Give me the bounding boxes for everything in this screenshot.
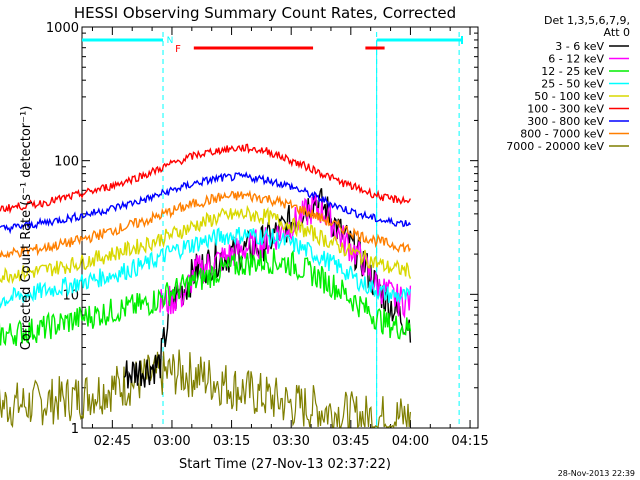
series-line-50-100 — [0, 204, 412, 285]
x-axis-label: Start Time (27-Nov-13 02:37:22) — [179, 457, 391, 472]
state-overlays: NF — [82, 32, 463, 428]
series-line-100-300 — [0, 143, 412, 215]
legend-detectors: Det 1,3,5,6,7,9, — [544, 14, 630, 27]
y-tick-label: 10 — [62, 288, 79, 303]
y-tick-label: 100 — [54, 155, 79, 170]
flare-label: F — [175, 44, 181, 55]
series-line-300-800 — [0, 171, 411, 235]
series-line-800-7000 — [0, 189, 412, 259]
legend-label: 300 - 800 keV — [527, 115, 604, 128]
legend-attenuator: Att 0 — [604, 26, 630, 39]
legend-label: 6 - 12 keV — [548, 53, 604, 66]
chart-title: HESSI Observing Summary Count Rates, Cor… — [74, 4, 456, 22]
x-tick-label: 02:45 — [94, 434, 131, 449]
y-tick-label: 1 — [71, 422, 79, 437]
x-tick-label: 03:45 — [332, 434, 369, 449]
x-tick-label: 03:15 — [213, 434, 250, 449]
legend-label: 50 - 100 keV — [534, 90, 604, 103]
legend-label: 12 - 25 keV — [541, 65, 604, 78]
x-tick-label: 03:00 — [153, 434, 190, 449]
series-lines — [0, 143, 412, 429]
legend-label: 25 - 50 keV — [541, 78, 604, 91]
x-tick-label: 03:30 — [272, 434, 309, 449]
legend-label: 100 - 300 keV — [527, 103, 604, 116]
series-line-12-25 — [0, 248, 412, 347]
timestamp: 28-Nov-2013 22:39 — [558, 469, 635, 478]
plot-frame — [81, 26, 479, 429]
x-tick-label: 04:15 — [451, 434, 488, 449]
x-axis: 02:45 03:00 03:15 03:30 03:45 04:00 04:15 — [91, 27, 489, 449]
night-label: N — [167, 36, 174, 46]
series-line-7000-20000 — [0, 349, 411, 429]
y-tick-label: 1000 — [46, 21, 79, 36]
x-tick-label: 04:00 — [392, 434, 429, 449]
y-axis-label: Corrected Count Rate (s⁻¹ detector⁻¹) — [19, 106, 34, 351]
legend-label: 3 - 6 keV — [555, 40, 604, 53]
y-axis: 1 10 100 1000 — [46, 21, 478, 437]
legend-label: 800 - 7000 keV — [520, 128, 604, 141]
legend-label: 7000 - 20000 keV — [506, 140, 604, 153]
series-line-25-50 — [0, 226, 412, 309]
